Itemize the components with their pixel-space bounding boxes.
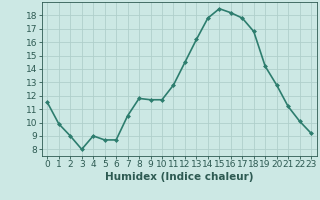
X-axis label: Humidex (Indice chaleur): Humidex (Indice chaleur) [105, 172, 253, 182]
